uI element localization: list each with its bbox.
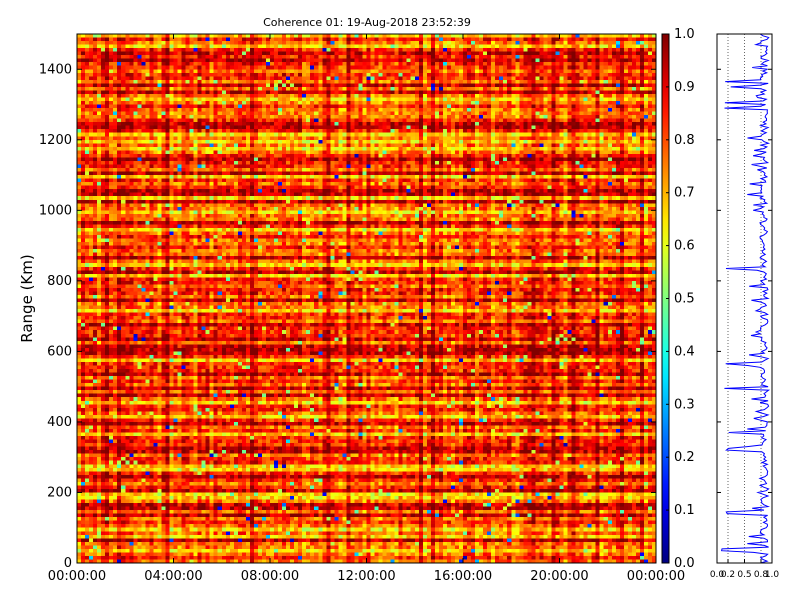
profile-x-tick-label: 0.0 [710,570,725,580]
y-tick-label: 1200 [39,133,72,148]
profile-x-tick-label: 0.5 [737,570,751,580]
y-tick-label: 600 [47,344,72,359]
colorbar-tick-label: 0.8 [674,133,695,148]
x-tick-label: 16:00:00 [434,569,492,584]
profile-x-tick-label: 0.8 [754,570,769,580]
y-tick-label: 0 [64,556,72,571]
heatmap-raster [77,34,656,563]
colorbar-tick-label: 0.7 [674,186,695,201]
x-tick-label: 12:00:00 [337,569,395,584]
x-tick-label: 00:00:00 [48,569,106,584]
colorbar-tick-label: 0.5 [674,292,695,307]
profile-x-tick-label: 1.0 [765,570,780,580]
colorbar-tick-label: 0.4 [674,344,695,359]
profile-line [720,33,771,564]
colorbar-tick-label: 0.1 [674,503,695,518]
profile-x-tick-label: 0.2 [721,570,735,580]
x-tick-label: 08:00:00 [241,569,299,584]
x-tick-label: 00:00:00 [627,569,685,584]
x-tick-label: 04:00:00 [144,569,202,584]
colorbar-tick-label: 0.3 [674,397,695,412]
colorbar-tick-label: 0.0 [674,556,695,571]
y-tick-label: 1400 [39,62,72,77]
colorbar-tick-label: 0.9 [674,80,695,95]
colorbar-tick-label: 0.6 [674,239,695,254]
colorbar-tick-label: 0.2 [674,450,695,465]
x-tick-label: 20:00:00 [530,569,588,584]
y-tick-label: 400 [47,415,72,430]
y-tick-label: 1000 [39,203,72,218]
colorbar-tick-label: 1.0 [674,27,695,42]
chart-title: Coherence 01: 19-Aug-2018 23:52:39 [263,16,471,29]
y-axis-label: Range (Km) [18,254,36,342]
y-tick-label: 200 [47,485,72,500]
y-tick-label: 800 [47,274,72,289]
